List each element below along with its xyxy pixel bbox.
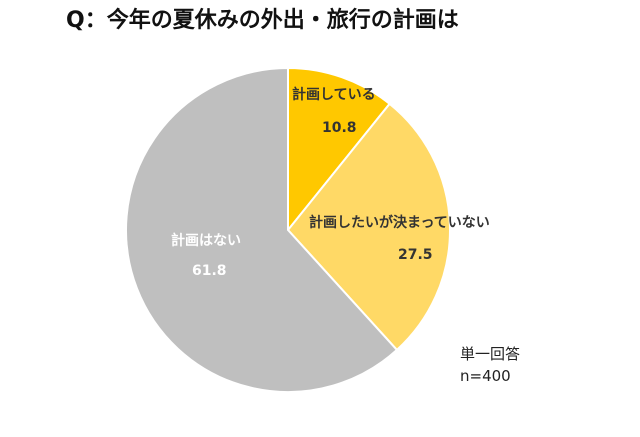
slice-label-planning: 計画している [292,87,376,103]
answer-type: 単一回答 [460,345,521,363]
pie-slice [287,66,392,233]
pie-slice [286,102,451,352]
chart-title: Q：今年の夏休みの外出・旅行の計画は [66,8,459,33]
slice-label-undecided: 計画したいが決まっていない [309,215,490,231]
slice-value-planning: 10.8 [322,120,357,136]
response-note: 単一回答 n=400 [460,343,520,387]
slice-value-undecided: 27.5 [398,247,433,263]
pie-slice [125,66,399,393]
sample-size: n=400 [460,367,511,385]
slice-value-no-plan: 61.8 [192,263,227,279]
slice-label-no-plan: 計画はない [171,233,241,249]
